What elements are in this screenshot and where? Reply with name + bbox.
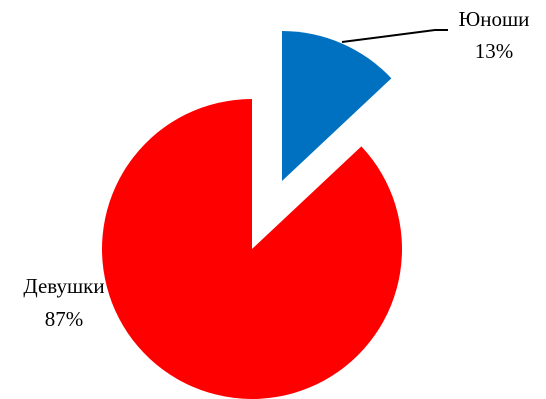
pie-slice-yunoshi (282, 31, 392, 181)
slice-value-yunoshi: 13% (475, 39, 514, 63)
leader-line-yunoshi (341, 29, 448, 43)
slice-label-yunoshi: Юноши (459, 7, 530, 31)
pie-slice-devushki (102, 99, 402, 399)
slice-value-devushki: 87% (45, 307, 84, 331)
slice-label-devushki: Девушки (23, 274, 104, 298)
